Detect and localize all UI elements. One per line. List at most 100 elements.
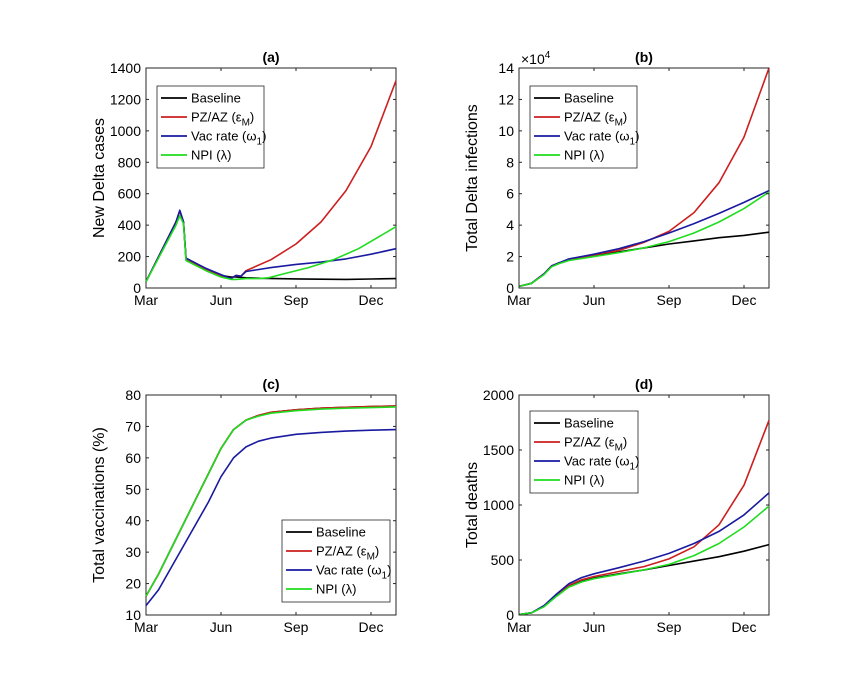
y-tick-label: 600 bbox=[118, 186, 142, 202]
legend: Baseline PZ/AZ (εM) Vac rate (ω1)NPI (λ) bbox=[529, 85, 639, 169]
legend-label-text: NPI (λ) bbox=[564, 473, 604, 488]
legend-label-tail: ) bbox=[375, 544, 379, 559]
legend-label: Vac rate (ω1) bbox=[316, 563, 391, 582]
y-tick-label: 1000 bbox=[110, 123, 141, 139]
legend-label-text: NPI (λ) bbox=[191, 148, 231, 163]
x-tick-label: Dec bbox=[732, 619, 757, 635]
legend-label-tail: ) bbox=[387, 563, 391, 578]
legend-label: Vac rate (ω1) bbox=[191, 129, 266, 148]
legend-label-text: Vac rate (ω bbox=[564, 129, 630, 144]
legend-label: PZ/AZ (εM) bbox=[316, 544, 379, 563]
legend-label-text: NPI (λ) bbox=[564, 148, 604, 163]
y-tick-label: 0 bbox=[506, 607, 514, 623]
legend-label-sub: M bbox=[367, 552, 375, 563]
legend-label-tail: ) bbox=[262, 129, 266, 144]
series-line-npi bbox=[145, 406, 397, 597]
y-axis-label: Total Delta infections bbox=[464, 104, 481, 252]
x-tick-label: Dec bbox=[359, 292, 384, 308]
legend-label: PZ/AZ (εM) bbox=[191, 110, 254, 129]
y-tick-label: 0 bbox=[506, 280, 514, 296]
legend-label: Baseline bbox=[564, 416, 614, 431]
legend-label-sub: M bbox=[242, 118, 250, 129]
legend-label-tail: ) bbox=[635, 454, 639, 469]
series-line-vac-rate bbox=[145, 428, 397, 607]
chart-title: (b) bbox=[635, 49, 653, 65]
y-tick-label: 500 bbox=[491, 552, 515, 568]
legend-label-sub: M bbox=[615, 443, 623, 454]
y-tick-label: 2000 bbox=[483, 387, 514, 403]
y-tick-label: 12 bbox=[498, 91, 514, 107]
x-tick-label: Sep bbox=[284, 619, 309, 635]
y-tick-label: 1000 bbox=[483, 497, 514, 513]
legend-label-sub: 1 bbox=[630, 462, 636, 473]
y-tick-label: 1500 bbox=[483, 442, 514, 458]
legend-label-text: Vac rate (ω bbox=[564, 454, 630, 469]
legend-label-text: PZ/AZ (ε bbox=[191, 110, 242, 125]
legend-label-text: PZ/AZ (ε bbox=[564, 110, 615, 125]
legend-label-text: Vac rate (ω bbox=[316, 563, 382, 578]
chart-d: Mar Jun Sep Dec 0 500 1000 1500 2000 (d) Total dea… bbox=[464, 376, 770, 635]
x-tick-label: Jun bbox=[210, 292, 233, 308]
x-tick-label: Dec bbox=[359, 619, 384, 635]
y-tick-label: 60 bbox=[125, 450, 141, 466]
x-tick-label: Mar bbox=[507, 619, 531, 635]
y-tick-label: 200 bbox=[118, 249, 142, 265]
legend-box bbox=[281, 519, 391, 603]
y-tick-label: 10 bbox=[125, 607, 141, 623]
y-tick-label: 800 bbox=[118, 154, 142, 170]
y-tick-label: 50 bbox=[125, 481, 141, 497]
y-tick-label: 20 bbox=[125, 576, 141, 592]
legend-label-sub: 1 bbox=[382, 571, 388, 582]
y-tick-label: 6 bbox=[506, 186, 514, 202]
legend-label-text: PZ/AZ (ε bbox=[316, 544, 367, 559]
legend-label: NPI (λ) bbox=[564, 473, 604, 488]
legend-label-text: NPI (λ) bbox=[316, 582, 356, 597]
y-tick-label: 4 bbox=[506, 217, 514, 233]
legend-label: PZ/AZ (εM) bbox=[564, 435, 627, 454]
legend-label-tail: ) bbox=[250, 110, 254, 125]
y-tick-label: 1200 bbox=[110, 91, 141, 107]
chart-title: (d) bbox=[635, 376, 653, 392]
x-tick-label: Sep bbox=[284, 292, 309, 308]
legend-label: NPI (λ) bbox=[316, 582, 356, 597]
chart-a: Mar Jun Sep Dec 0 200 400 600 800 1000 1200 1400 (a)… bbox=[91, 49, 397, 308]
x-tick-label: Jun bbox=[583, 292, 606, 308]
legend-label-text: Baseline bbox=[564, 91, 614, 106]
series-line-npi bbox=[518, 191, 770, 288]
legend-label-text: PZ/AZ (ε bbox=[564, 435, 615, 450]
chart-c: Mar Jun Sep Dec 10 20 30 40 50 60 70 80 (c) Total vac… bbox=[91, 376, 397, 635]
legend-label-tail: ) bbox=[623, 435, 627, 450]
y-tick-label: 400 bbox=[118, 217, 142, 233]
chart-title: (c) bbox=[262, 376, 279, 392]
legend-label: Vac rate (ω1) bbox=[564, 129, 639, 148]
legend-label-text: Baseline bbox=[564, 416, 614, 431]
legend-label-text: Baseline bbox=[191, 91, 241, 106]
legend-label-sub: M bbox=[615, 118, 623, 129]
y-tick-label: 40 bbox=[125, 513, 141, 529]
x-tick-label: Jun bbox=[583, 619, 606, 635]
x-tick-label: Dec bbox=[732, 292, 757, 308]
y-tick-label: 30 bbox=[125, 544, 141, 560]
y-tick-label: 8 bbox=[506, 154, 514, 170]
x-tick-label: Sep bbox=[657, 619, 682, 635]
y-axis-label: Total vaccinations (%) bbox=[91, 427, 108, 583]
y-tick-label: 14 bbox=[498, 60, 514, 76]
chart-title: (a) bbox=[262, 49, 279, 65]
legend-label: Vac rate (ω1) bbox=[564, 454, 639, 473]
legend-label-sub: 1 bbox=[630, 137, 636, 148]
legend-label: Baseline bbox=[191, 91, 241, 106]
legend-label-tail: ) bbox=[623, 110, 627, 125]
legend-label: NPI (λ) bbox=[191, 148, 231, 163]
axis-exponent-sup: 4 bbox=[545, 50, 551, 61]
y-tick-label: 0 bbox=[133, 280, 141, 296]
legend-label-sub: 1 bbox=[257, 137, 263, 148]
x-tick-label: Jun bbox=[210, 619, 233, 635]
legend-label: Baseline bbox=[564, 91, 614, 106]
y-axis-label: New Delta cases bbox=[91, 118, 108, 238]
legend-label: Baseline bbox=[316, 525, 366, 540]
y-tick-label: 70 bbox=[125, 418, 141, 434]
x-tick-label: Mar bbox=[134, 619, 158, 635]
